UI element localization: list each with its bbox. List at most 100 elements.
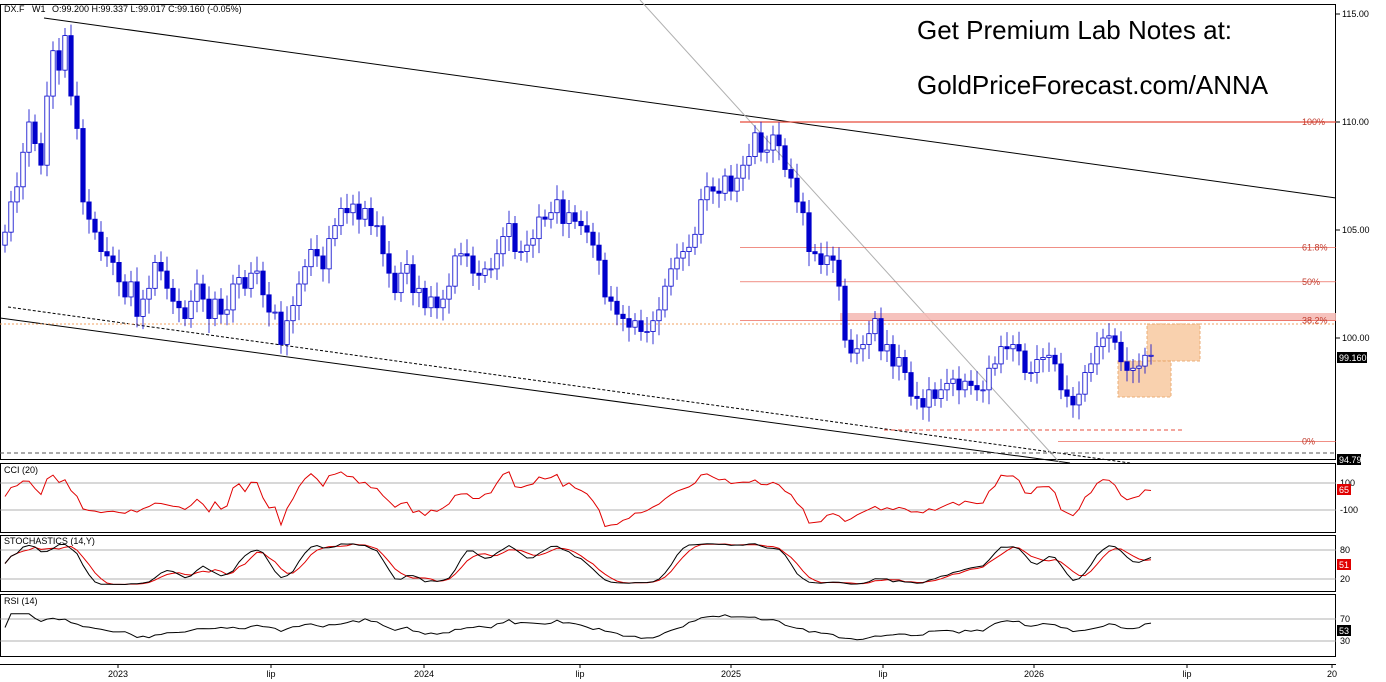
rsi-label: RSI (14) [4, 596, 38, 606]
candle-body [368, 207, 374, 227]
last-price-badge [1337, 352, 1367, 363]
time-tick-label: 2023 [108, 669, 128, 679]
candle-body [902, 357, 908, 373]
candle-body [1124, 361, 1130, 371]
candle-body [1100, 337, 1106, 348]
candle-body [626, 318, 632, 328]
candle-body [1088, 363, 1094, 373]
candle-body [362, 207, 368, 220]
candle-body [548, 212, 554, 220]
candle-body [512, 223, 518, 253]
time-tick-label: lip [575, 669, 584, 679]
candle-body [974, 385, 980, 391]
candle-body [632, 320, 638, 328]
price-tick-label: 110.00 [1342, 117, 1369, 127]
time-tick-label: 20 [1327, 669, 1337, 679]
candle-body [608, 296, 614, 302]
candle-body [482, 268, 488, 276]
candle-body [1118, 341, 1124, 363]
lower-dashed-trendline [7, 306, 1131, 464]
candle-body [1106, 335, 1112, 339]
candle-body [182, 307, 188, 319]
candle-body [830, 255, 836, 261]
candle-body [176, 300, 182, 309]
price-axis: 115.00 110.00 105.00 100.00 [1336, 9, 1370, 343]
candle-body [68, 35, 74, 97]
candle-body [470, 255, 476, 274]
candle-body [734, 177, 740, 192]
candle-body [758, 132, 764, 153]
candle-body [374, 225, 380, 228]
candle-body [1076, 393, 1082, 406]
candle-body [698, 199, 704, 235]
candle-body [272, 311, 278, 314]
time-tick-label: lip [1182, 669, 1191, 679]
candle-body [812, 251, 818, 255]
candlestick-series [2, 24, 1154, 422]
candle-body [104, 251, 110, 257]
candle-body [500, 236, 506, 255]
stoch-tick-20: 20 [1340, 574, 1350, 584]
rsi-value-badge [1337, 625, 1351, 636]
time-tick-label: 2024 [414, 669, 434, 679]
candle-body [1136, 365, 1142, 369]
candle-body [314, 249, 320, 257]
candle-body [614, 300, 620, 315]
candle-body [962, 380, 968, 391]
candle-body [446, 285, 452, 300]
stoch-value-text: 51 [1339, 560, 1349, 570]
candle-body [488, 268, 494, 271]
candle-body [686, 246, 692, 252]
candle-body [674, 257, 680, 270]
stoch-value-badge [1337, 559, 1351, 570]
candle-body [872, 318, 878, 335]
candle-body [1112, 335, 1118, 343]
main-panel-frame [0, 4, 1336, 460]
candle-body [440, 298, 446, 309]
candle-body [476, 272, 482, 276]
stoch-k-line [4, 543, 1152, 586]
candle-body [842, 285, 848, 341]
price-tick-label: 100.00 [1342, 333, 1370, 343]
candle-body [590, 231, 596, 246]
candle-body [950, 378, 956, 384]
candle-body [1010, 344, 1016, 350]
candle-body [428, 296, 434, 309]
candle-body [44, 95, 50, 166]
timeframe-label: W1 [32, 4, 46, 14]
candle-body [1142, 354, 1148, 367]
candle-body [1052, 354, 1058, 365]
candle-body [728, 175, 734, 192]
time-tick-label: lip [266, 669, 275, 679]
candle-body [1094, 346, 1100, 365]
candle-body [92, 218, 98, 233]
candle-body [1028, 372, 1034, 374]
cci-panel-frame [0, 463, 1336, 533]
candle-body [458, 253, 464, 257]
candle-body [110, 255, 116, 263]
candle-body [800, 201, 806, 214]
time-tick-label: 2026 [1024, 669, 1044, 679]
candle-body [938, 389, 944, 399]
candle-body [230, 283, 236, 311]
candle-body [158, 261, 164, 272]
candle-body [326, 238, 332, 270]
candle-body [914, 395, 920, 399]
candle-body [920, 398, 926, 408]
candle-body [284, 320, 290, 345]
candle-body [836, 259, 842, 287]
candle-body [980, 389, 986, 392]
candle-body [236, 277, 242, 285]
candle-body [134, 281, 140, 317]
target-box-upper [1146, 323, 1201, 362]
candle-body [62, 35, 68, 71]
candle-body [86, 201, 92, 220]
candle-body [1130, 367, 1136, 371]
candle-body [128, 281, 134, 298]
candle-body [38, 143, 44, 166]
candle-body [224, 309, 230, 315]
candle-body [704, 186, 710, 201]
candle-body [1064, 389, 1070, 397]
candle-body [1016, 344, 1022, 352]
ohlc-readout: O:99.200 H:99.337 L:99.017 C:99.160 (-0.… [52, 4, 242, 14]
